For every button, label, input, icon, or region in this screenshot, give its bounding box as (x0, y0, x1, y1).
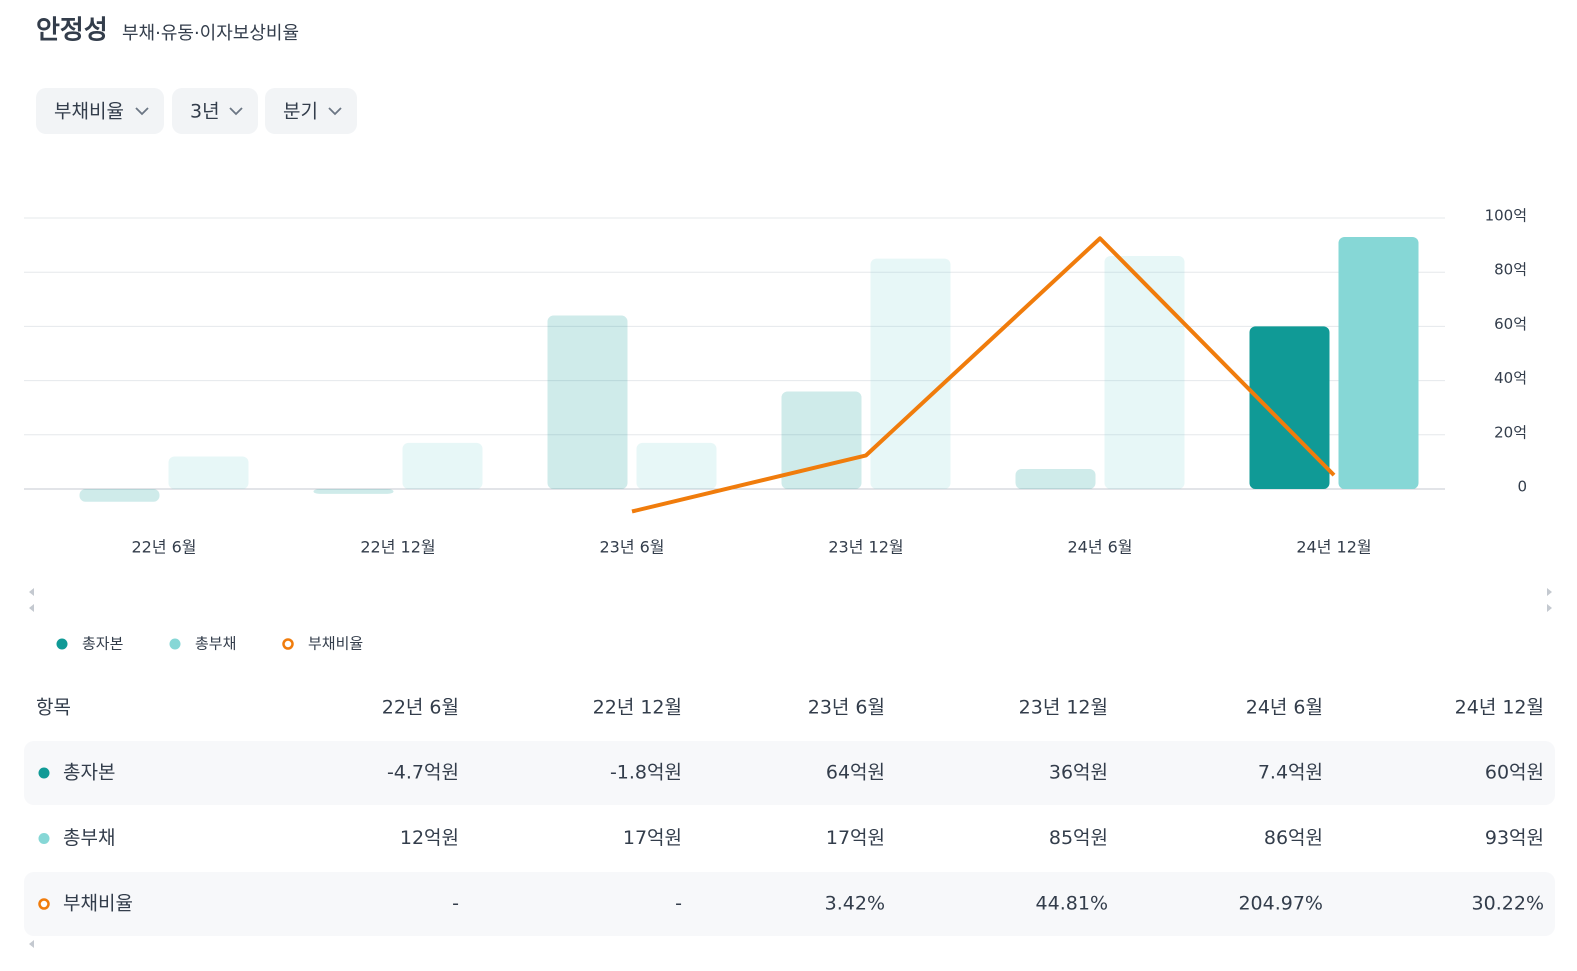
subtitle: 부채·유동·이자보상비율 (122, 23, 299, 44)
y-tick-label: 80억 (1494, 261, 1527, 279)
filter-button[interactable] (265, 88, 357, 134)
filter-button[interactable] (36, 88, 164, 134)
x-tick-label: 23년 6월 (599, 538, 664, 557)
row-name: 부채비율 (63, 893, 133, 915)
y-tick-label: 0 (1517, 478, 1527, 496)
row-name: 총부채 (63, 827, 115, 849)
table-cell: -4.7억원 (387, 762, 459, 784)
filter-button[interactable] (172, 88, 258, 134)
chevron[interactable] (135, 107, 149, 116)
table-row-bg (24, 872, 1555, 936)
y-tick-label: 60억 (1494, 315, 1527, 333)
bar (1015, 468, 1096, 489)
row-marker (38, 767, 50, 779)
table-header: 항목 (36, 697, 71, 719)
y-tick-label: 100억 (1485, 207, 1527, 225)
bar (547, 315, 628, 489)
table-cell: 17억원 (623, 827, 682, 849)
bar (870, 258, 951, 489)
x-tick-label: 22년 12월 (360, 538, 435, 557)
table-row-bg (24, 741, 1555, 805)
row-marker (38, 833, 50, 844)
x-tick-label: 24년 6월 (1067, 538, 1132, 557)
filter-label[interactable]: 부채비율 (54, 101, 124, 123)
table-cell: 30.22% (1472, 893, 1544, 915)
bar (168, 456, 249, 489)
legend-marker (169, 638, 181, 650)
bar (1104, 255, 1185, 489)
chevron[interactable] (229, 107, 243, 116)
legend-marker (282, 638, 294, 650)
legend-label: 총부채 (195, 635, 236, 653)
table-column: 22년 12월 (593, 697, 682, 719)
table-cell: 3.42% (825, 893, 885, 915)
table-column: 22년 6월 (382, 697, 459, 719)
table-column: 24년 6월 (1246, 697, 1323, 719)
table-cell: 93억원 (1485, 827, 1544, 849)
legend-marker (56, 638, 68, 650)
bar (636, 442, 717, 489)
bar (1249, 326, 1330, 489)
table-cell: 12억원 (400, 827, 459, 849)
x-tick-label: 24년 12월 (1296, 538, 1371, 557)
table-cell: -1.8억원 (610, 762, 682, 784)
legend-label: 부채비율 (308, 635, 363, 653)
bar (402, 442, 483, 489)
table-column: 24년 12월 (1455, 697, 1544, 719)
table-cell: 60억원 (1485, 762, 1544, 784)
y-tick-label: 40억 (1494, 369, 1527, 387)
chevron[interactable] (328, 107, 342, 116)
scroll-arrows (29, 588, 1552, 948)
legend-label: 총자본 (82, 635, 123, 653)
table-cell: 17억원 (826, 827, 885, 849)
bar (1338, 236, 1419, 489)
table-cell: 204.97% (1238, 893, 1323, 915)
ratio-line (631, 236, 1336, 514)
table-cell: - (452, 893, 459, 915)
table-cell: 85억원 (1049, 827, 1108, 849)
table-cell: - (675, 893, 682, 915)
title: 안정성 (36, 16, 108, 46)
row-name: 총자본 (63, 762, 115, 784)
filter-label[interactable]: 3년 (190, 101, 220, 123)
table-cell: 44.81% (1036, 893, 1108, 915)
table-column: 23년 12월 (1019, 697, 1108, 719)
bar (313, 489, 394, 494)
filter-label[interactable]: 분기 (283, 101, 318, 123)
x-tick-label: 23년 12월 (828, 538, 903, 557)
row-marker (38, 898, 50, 910)
table-cell: 64억원 (826, 762, 885, 784)
bar (79, 489, 160, 502)
table-cell: 36억원 (1049, 762, 1108, 784)
x-tick-label: 22년 6월 (131, 538, 196, 557)
table-cell: 7.4억원 (1258, 762, 1323, 784)
table-cell: 86억원 (1264, 827, 1323, 849)
bar (781, 391, 862, 489)
table-column: 23년 6월 (808, 697, 885, 719)
y-tick-label: 20억 (1494, 423, 1527, 441)
